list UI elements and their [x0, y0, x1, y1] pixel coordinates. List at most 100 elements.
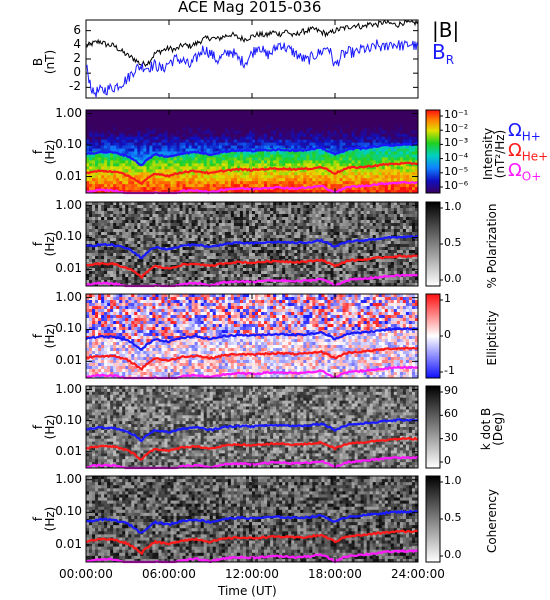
- spectrogram-cell: [203, 118, 208, 123]
- spectrogram-cell: [399, 139, 404, 143]
- spectrogram-cell: [98, 211, 102, 215]
- spectrogram-cell: [173, 151, 177, 155]
- spectrogram-cell: [146, 172, 150, 176]
- spectrogram-cell: [89, 124, 93, 129]
- spectrogram-cell: [107, 268, 111, 272]
- spectrogram-cell: [194, 220, 199, 224]
- spectrogram-cell: [372, 178, 377, 182]
- spectrogram-cell: [155, 250, 159, 254]
- spectrogram-cell: [101, 154, 105, 158]
- spectrogram-cell: [321, 145, 325, 149]
- spectrogram-cell: [125, 226, 129, 230]
- spectrogram-cell: [233, 247, 238, 251]
- spectrogram-cell: [131, 232, 135, 236]
- spectrogram-cell: [261, 265, 265, 269]
- spectrogram-cell: [86, 241, 90, 245]
- spectrogram-cell: [167, 157, 171, 161]
- spectrogram-cell: [360, 163, 365, 167]
- spectrogram-cell: [179, 136, 183, 141]
- spectrogram-cell: [309, 110, 313, 114]
- spectrogram-cell: [215, 172, 220, 176]
- spectrogram-cell: [86, 238, 90, 242]
- spectrogram-cell: [221, 115, 226, 120]
- spectrogram-cell: [252, 139, 256, 143]
- spectrogram-cell: [113, 136, 117, 141]
- spectrogram-cell: [270, 274, 274, 278]
- spectrogram-cell: [300, 121, 304, 126]
- spectrogram-cell: [351, 145, 356, 149]
- spectrogram-cell: [164, 148, 168, 152]
- spectrogram-cell: [375, 121, 380, 126]
- spectrogram-cell: [384, 184, 389, 188]
- spectrogram-cell: [393, 130, 398, 135]
- spectrogram-cell: [230, 184, 235, 188]
- spectrogram-cell: [333, 181, 337, 185]
- spectrogram-cell: [396, 166, 401, 170]
- spectrogram-cell: [98, 121, 102, 126]
- spectrogram-cell: [239, 208, 244, 212]
- spectrogram-cell: [170, 190, 174, 194]
- spectrogram-cell: [149, 178, 153, 182]
- spectrogram-cell: [258, 223, 262, 227]
- spectrogram-cell: [252, 229, 256, 233]
- spectrogram-cell: [282, 172, 286, 176]
- spectrogram-cell: [239, 157, 244, 161]
- spectrogram-cell: [209, 241, 214, 245]
- spectrogram-cell: [101, 110, 105, 114]
- spectrogram-cell: [303, 178, 307, 182]
- spectrogram-cell: [315, 148, 319, 152]
- spectrogram-cell: [152, 157, 156, 161]
- spectrogram-cell: [227, 271, 232, 275]
- spectrogram-cell: [173, 187, 177, 191]
- spectrogram-cell: [285, 265, 289, 269]
- spectrogram-cell: [230, 217, 235, 221]
- spectrogram-cell: [267, 229, 271, 233]
- spectrogram-cell: [363, 166, 368, 170]
- spectrogram-cell: [233, 277, 238, 281]
- spectrogram-cell: [95, 238, 99, 242]
- spectrogram-cell: [194, 110, 199, 114]
- spectrogram-cell: [137, 217, 141, 221]
- spectrogram-cell: [212, 139, 217, 143]
- spectrogram-cell: [273, 268, 277, 272]
- spectrogram-cell: [324, 139, 328, 143]
- spectrogram-cell: [375, 175, 380, 179]
- spectrogram-cell: [161, 110, 165, 114]
- spectrogram-cell: [381, 148, 386, 152]
- spectrogram-cell: [197, 202, 202, 206]
- spectrogram-cell: [197, 133, 202, 138]
- spectrogram-cell: [245, 154, 250, 158]
- spectrogram-cell: [309, 115, 313, 120]
- spectrogram-cell: [206, 235, 211, 239]
- spectrogram-cell: [98, 202, 102, 206]
- spectrogram-cell: [218, 187, 223, 191]
- spectrogram-cell: [221, 247, 226, 251]
- spectrogram-cell: [411, 187, 416, 191]
- spectrogram-cell: [291, 115, 295, 120]
- spectrogram-cell: [203, 124, 208, 129]
- spectrogram-cell: [236, 229, 241, 233]
- spectrogram-cell: [375, 133, 380, 138]
- spectrogram-cell: [348, 110, 352, 114]
- spectrogram-cell: [104, 121, 108, 126]
- spectrogram-cell: [110, 130, 114, 135]
- spectrogram-cell: [98, 280, 102, 284]
- spectrogram-cell: [143, 244, 147, 248]
- spectrogram-cell: [218, 217, 223, 221]
- spectrogram-cell: [116, 268, 120, 272]
- spectrogram-cell: [185, 187, 190, 191]
- spectrogram-cell: [393, 172, 398, 176]
- spectrogram-cell: [95, 235, 99, 239]
- spectrogram-cell: [101, 247, 105, 251]
- spectrogram-cell: [279, 265, 283, 269]
- spectrogram-cell: [390, 127, 395, 132]
- spectrogram-cell: [336, 142, 340, 146]
- spectrogram-cell: [185, 211, 190, 215]
- spectrogram-cell: [158, 226, 162, 230]
- spectrogram-cell: [315, 133, 319, 138]
- spectrogram-cell: [233, 139, 238, 143]
- spectrogram-cell: [89, 217, 93, 221]
- spectrogram-cell: [239, 238, 244, 242]
- spectrogram-cell: [411, 154, 416, 158]
- spectrogram-cell: [137, 235, 141, 239]
